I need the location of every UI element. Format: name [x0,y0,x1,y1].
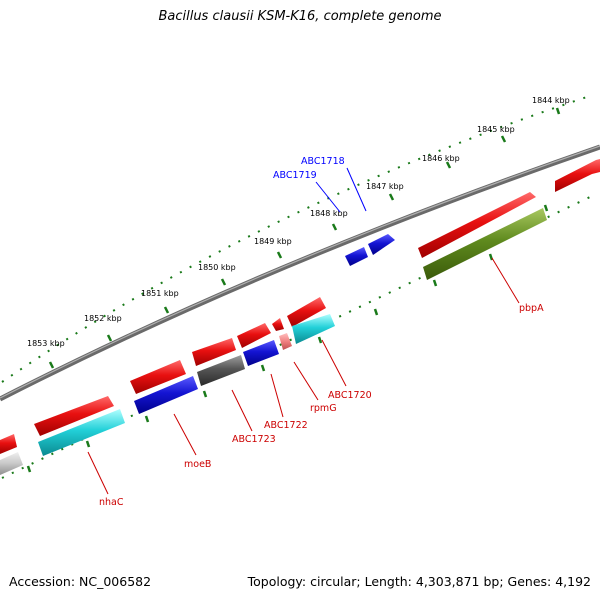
ruler-label: 1850 kbp [198,263,236,272]
ruler-labels: 1844 kbp 1845 kbp 1846 kbp 1847 kbp 1848… [27,96,570,348]
gene-feature[interactable] [237,323,271,348]
genome-backbone [0,144,600,402]
reverse-strand-features [0,208,547,475]
inner-major-ticks [26,204,549,473]
gene-label-abc1720[interactable]: ABC1720 [328,390,372,401]
gene-feature[interactable] [418,192,536,258]
gene-feature[interactable] [555,159,600,192]
gene-feature[interactable] [292,314,335,344]
gene-label-nhac[interactable]: nhaC [99,497,124,508]
ruler-label: 1847 kbp [366,182,404,191]
ruler-label: 1852 kbp [84,314,122,323]
ruler-label: 1846 kbp [422,154,460,163]
genome-summary-text: Topology: circular; Length: 4,303,871 bp… [247,574,591,589]
gene-feature[interactable] [192,338,236,366]
gene-label-abc1718[interactable]: ABC1718 [301,156,345,167]
outer-major-ticks [48,107,561,369]
ruler-label: 1849 kbp [254,237,292,246]
ruler-label: 1851 kbp [141,289,179,298]
gene-labels: ABC1718 ABC1719 pbpA ABC1720 rpmG ABC172… [99,156,544,508]
gene-label-rpmg[interactable]: rpmG [310,403,337,414]
gene-feature[interactable] [287,297,326,327]
gene-label-abc1723[interactable]: ABC1723 [232,434,276,445]
map-title: Bacillus clausii KSM-K16, complete genom… [158,9,442,24]
gene-feature[interactable] [368,234,395,255]
gene-label-pbpa[interactable]: pbpA [519,303,544,314]
gene-label-abc1719[interactable]: ABC1719 [273,170,317,181]
ruler-label: 1848 kbp [310,209,348,218]
gene-feature[interactable] [197,355,245,386]
accession-text: Accession: NC_006582 [9,574,152,589]
outer-ruler [1,95,591,383]
ruler-label: 1845 kbp [477,125,515,134]
gene-feature[interactable] [130,360,186,394]
gene-label-abc1722[interactable]: ABC1722 [264,420,308,431]
gene-feature[interactable] [423,208,547,280]
gene-feature[interactable] [134,376,198,414]
genome-backbone-highlight [0,145,600,399]
gene-feature[interactable] [38,409,125,456]
gene-label-moeb[interactable]: moeB [184,459,211,470]
gene-feature[interactable] [0,434,17,454]
gene-feature[interactable] [279,333,292,350]
ruler-label: 1853 kbp [27,339,65,348]
label-leaders [87,167,520,495]
forward-strand-features [0,159,600,454]
gene-feature[interactable] [272,318,284,331]
ruler-label: 1844 kbp [532,96,570,105]
gene-feature[interactable] [345,247,368,266]
gene-feature[interactable] [34,396,114,436]
gene-feature[interactable] [0,452,23,475]
gene-feature[interactable] [243,340,279,366]
